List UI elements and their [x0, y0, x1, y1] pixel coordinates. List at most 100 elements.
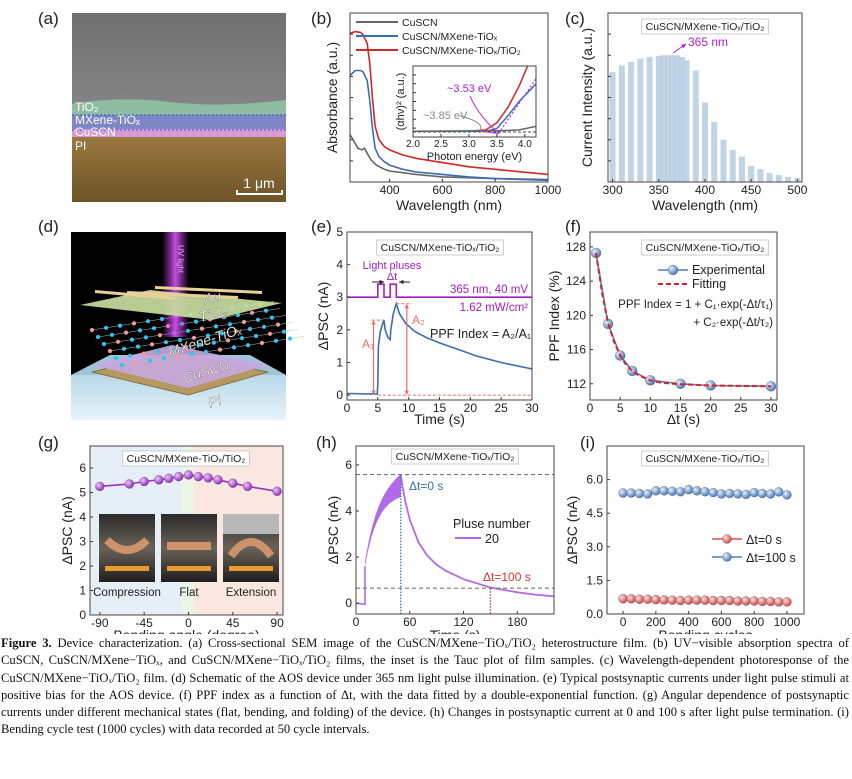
data-point [683, 485, 694, 495]
y-tick-label: 3 [79, 535, 86, 549]
sample-title: CuSCN/MXene-TiOₓ/TiO₂ [381, 242, 500, 254]
bar [646, 56, 653, 182]
sample-title-box [641, 450, 769, 467]
bending-photo-2 [223, 514, 279, 582]
atom [151, 326, 157, 331]
atom [115, 339, 121, 344]
bond [223, 314, 239, 318]
data-point [634, 488, 645, 499]
plot-area [347, 283, 532, 396]
scale-bar-label: 1 μm [243, 175, 274, 191]
bond [269, 331, 285, 335]
layer-label: TiO₂ [75, 100, 99, 114]
ppf-formula: PPF Index = A₂/A₁ [430, 327, 531, 341]
bar [655, 56, 662, 182]
bond [207, 333, 223, 336]
atom [249, 310, 255, 315]
bar [702, 102, 708, 182]
atom [135, 344, 141, 349]
data-point [651, 486, 661, 496]
data-point [782, 597, 792, 607]
x-tick-label: 15 [433, 401, 447, 415]
bending-photo-1 [161, 514, 217, 582]
x-tick-label: 1000 [774, 615, 801, 629]
y-tick-label: 0 [345, 596, 352, 610]
data-point [765, 489, 776, 499]
layer-cuscn [72, 129, 286, 137]
data-point [722, 534, 732, 544]
bond [237, 312, 253, 316]
data-point [667, 486, 677, 496]
bond [143, 351, 159, 354]
bond [103, 341, 119, 345]
au-electrode [127, 291, 238, 299]
bond [187, 328, 203, 332]
photo-label: Compression [93, 587, 161, 599]
atom [273, 338, 279, 343]
bar [757, 168, 764, 182]
x-tick-label: 25 [494, 401, 508, 415]
atom [255, 317, 261, 322]
bond [123, 346, 139, 350]
bond [219, 347, 235, 350]
x-tick-label: 400 [380, 183, 400, 197]
data-point [667, 595, 677, 605]
chart-panel-i: 0 200 400 600 800 1000 0.0 1.5 3.0 4.5 6.0 Bending … [564, 445, 805, 634]
atom [133, 360, 139, 365]
data-point [749, 596, 759, 606]
bond [91, 327, 107, 331]
data-point [675, 487, 686, 497]
x-tick-label: 120 [453, 615, 473, 629]
atom [203, 349, 209, 354]
atom [225, 338, 231, 343]
peak-annotation: 365 nm [688, 35, 728, 49]
atom [213, 324, 219, 329]
x-tick-label: 300 [603, 183, 623, 197]
y-tick-label: 4 [336, 258, 343, 272]
legend-label: 20 [485, 532, 499, 546]
bar [660, 55, 667, 182]
bar [628, 62, 635, 182]
bond [151, 341, 167, 345]
series-line [350, 30, 548, 176]
bond [191, 351, 207, 355]
arrow-head [371, 320, 376, 325]
data-point [741, 596, 751, 606]
flexible-film [104, 537, 150, 554]
x-tick-label: 180 [507, 615, 527, 629]
bar [669, 55, 676, 182]
bond [275, 338, 291, 342]
y-tick-label: 1 [79, 584, 86, 598]
bond [139, 327, 155, 331]
layer-tio2 [80, 290, 282, 320]
bar [720, 139, 727, 182]
data-point [618, 594, 628, 604]
data-point [708, 595, 718, 606]
arrow-head [379, 279, 384, 285]
bandgap-annotation: ~3.53 eV [447, 83, 492, 95]
x-tick-label: 400 [679, 615, 699, 629]
sample-title-box [641, 239, 769, 256]
data-point [634, 594, 645, 604]
data-point [626, 488, 636, 498]
stage-plate [223, 514, 279, 534]
arrow-head [404, 390, 409, 396]
bond [171, 346, 187, 350]
atom [107, 348, 113, 354]
axes: 0 5 10 15 20 25 30 0 1 2 3 4 5 Time (s) ΔPSC (nA) [315, 225, 539, 427]
atom [175, 354, 181, 359]
axes: 300 350 400 450 500 Wavelength (nm) Current In… [579, 28, 808, 213]
a2-label: A₂ [412, 313, 425, 327]
y-tick-label: 4 [345, 504, 352, 518]
data-point [213, 475, 223, 485]
atom [197, 342, 203, 347]
data-point [722, 552, 732, 562]
data-point [708, 487, 718, 498]
annotation-arrow [459, 115, 482, 131]
bond [283, 329, 299, 332]
y-tick-label: 1.5 [586, 573, 603, 587]
atom [253, 333, 259, 339]
panel-label: (e) [311, 217, 332, 236]
bond [261, 340, 277, 344]
data-point [692, 486, 702, 496]
